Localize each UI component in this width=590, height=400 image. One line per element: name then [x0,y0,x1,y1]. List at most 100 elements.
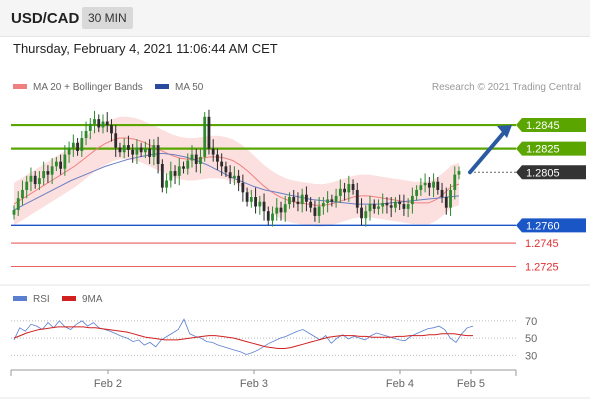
candle-body [93,119,96,124]
candle-body [372,204,376,209]
credit-text: Research © 2021 Trading Central [432,82,581,93]
candle-body [182,166,185,169]
candle-body [266,211,270,221]
candle-body [453,174,457,190]
candle-body [216,154,219,162]
candle-body [224,166,228,173]
candle-body [326,199,330,203]
rsi-ma-line [13,326,473,349]
level-label-1.2845: 1.2845 [526,120,560,132]
candle-body [283,204,287,213]
x-tick-label: Feb 3 [240,378,268,390]
candle-body [423,182,427,186]
level-label-1.2825: 1.2825 [526,144,560,156]
level-tag-1.2845 [516,118,586,133]
rsi-legend-swatch [13,296,27,301]
candle-body [313,207,317,216]
candle-body [76,142,79,152]
candle-body [351,184,355,190]
candle-body [368,204,372,212]
candle-body [436,181,440,190]
rsi-tick-label-70: 70 [525,316,537,328]
level-label-1.2760: 1.2760 [526,220,560,232]
candle-body [330,199,334,202]
candle-body [135,147,139,155]
level-label-1.2745: 1.2745 [525,238,559,250]
candle-body [71,142,75,148]
rsi-ma-legend-label: 9MA [82,294,103,305]
candle-body [33,175,37,185]
ma50-legend-label: MA 50 [175,82,204,93]
candle-body [317,206,321,216]
candle-body [292,197,296,202]
candle-body [296,201,300,205]
candle-body [12,210,16,215]
ma20-line [13,137,460,206]
candle-body [410,195,414,205]
candle-body [355,189,359,208]
candle-body [394,201,397,208]
candle-body [165,180,168,188]
forecast-arrow-head [497,125,512,139]
candle-body [186,160,190,169]
candle-body [156,145,160,164]
candle-body [21,189,24,199]
candle-body [127,145,130,150]
candle-body [228,172,232,179]
candle-body [309,201,313,208]
candle-body [25,181,29,190]
candle-body [237,175,241,183]
candle-body [241,182,245,193]
candle-body [288,197,291,205]
candle-body [275,207,279,214]
candle-body [415,189,419,196]
candle-body [160,164,164,188]
candle-body [321,202,325,207]
candle-body [449,189,452,208]
ma50-legend-swatch [155,84,169,89]
rsi-ma-legend-swatch [62,296,76,301]
candle-body [457,171,461,175]
rsi-legend-label: RSI [33,294,50,305]
candle-body [173,171,177,176]
candle-body [110,125,113,134]
candle-body [279,207,283,213]
candle-body [63,154,67,169]
candle-body [118,147,122,153]
candle-body [42,171,46,179]
candle-body [46,171,50,175]
candle-body [67,147,71,155]
candle-body [389,205,393,208]
symbol-title: USD/CAD [11,10,80,27]
candle-body [398,201,402,205]
candle-body [211,148,215,155]
candle-body [254,197,257,207]
candle-body [334,195,338,202]
candle-body [343,188,346,193]
candle-body [101,121,105,128]
candle-body [440,189,444,198]
timeframe-badge[interactable]: 30 MIN [82,7,133,29]
candle-body [29,175,33,182]
candle-body [305,194,308,202]
candle-body [203,116,207,157]
candle-body [245,192,249,202]
ma20-legend-swatch [13,84,27,89]
candle-body [169,171,173,181]
x-tick-label: Feb 5 [457,378,485,390]
price-plot: 1.2845 1.2825 1.2805 1.2760 1.2745 1.2725 [11,109,586,274]
forecast-arrow-shaft [468,128,508,175]
x-axis: Feb 2 Feb 3 Feb 4 Feb 5 [94,370,485,390]
candle-body [114,133,118,148]
candle-body [16,198,20,211]
candle-body [364,211,368,219]
level-tag-1.2825 [516,141,586,156]
x-tick-label: Feb 4 [386,378,414,390]
level-label-1.2805: 1.2805 [526,167,560,179]
candle-body [131,149,135,155]
candle-body [249,197,253,202]
candle-body [347,184,351,193]
candle-body [381,202,385,207]
candle-body [385,202,389,206]
